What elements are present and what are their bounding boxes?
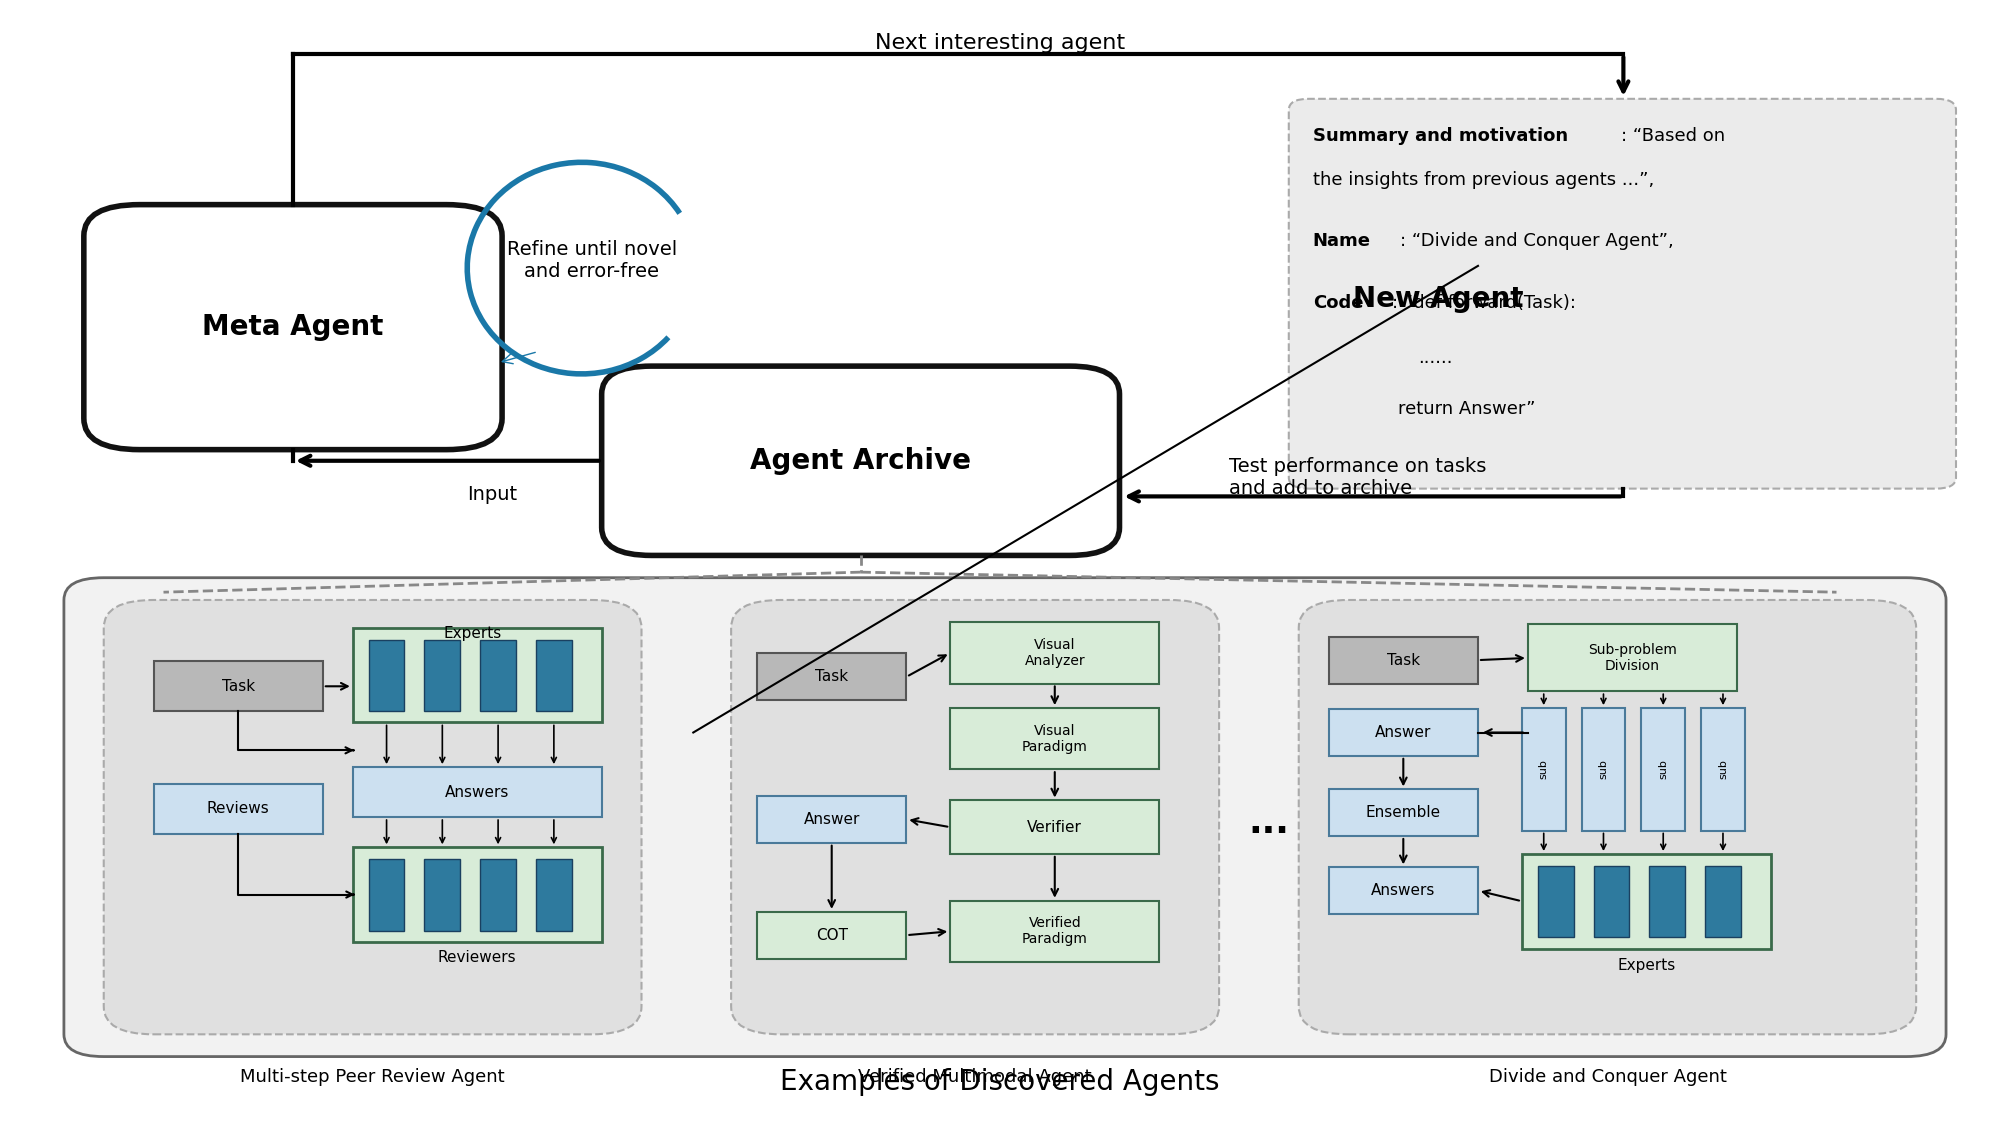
Text: Reviewers: Reviewers bbox=[438, 950, 516, 965]
Bar bbox=[424, 859, 460, 931]
Bar bbox=[758, 912, 906, 958]
Bar bbox=[536, 859, 572, 931]
Text: Experts: Experts bbox=[1618, 958, 1676, 973]
Bar bbox=[1582, 708, 1626, 830]
Text: Sub-problem
Division: Sub-problem Division bbox=[1588, 643, 1676, 673]
Text: Ensemble: Ensemble bbox=[1366, 806, 1440, 820]
Bar bbox=[1528, 625, 1736, 691]
FancyBboxPatch shape bbox=[64, 578, 1946, 1057]
Text: Verified Multimodal Agent: Verified Multimodal Agent bbox=[858, 1068, 1092, 1086]
Bar bbox=[950, 901, 1160, 962]
Bar bbox=[1702, 708, 1744, 830]
Text: Next interesting agent: Next interesting agent bbox=[874, 34, 1126, 53]
Bar bbox=[1522, 854, 1770, 948]
Bar bbox=[1522, 708, 1566, 830]
Text: Visual
Paradigm: Visual Paradigm bbox=[1022, 724, 1088, 754]
Bar bbox=[352, 628, 602, 723]
Bar bbox=[480, 859, 516, 931]
Bar bbox=[352, 767, 602, 817]
Text: sub: sub bbox=[1658, 760, 1668, 779]
Text: return Answer”: return Answer” bbox=[1398, 399, 1536, 417]
Text: Examples of Discovered Agents: Examples of Discovered Agents bbox=[780, 1067, 1220, 1095]
Text: : “def forward(Task):: : “def forward(Task): bbox=[1392, 294, 1576, 312]
Bar bbox=[1328, 867, 1478, 914]
Text: Answer: Answer bbox=[804, 812, 860, 827]
Bar bbox=[368, 859, 404, 931]
Bar bbox=[950, 800, 1160, 854]
Text: Answers: Answers bbox=[1372, 883, 1436, 898]
Bar bbox=[1706, 866, 1740, 937]
Text: Agent Archive: Agent Archive bbox=[750, 447, 972, 475]
Bar bbox=[1650, 866, 1686, 937]
Text: New Agent: New Agent bbox=[1352, 285, 1524, 313]
Text: Experts: Experts bbox=[444, 626, 502, 641]
Bar bbox=[368, 640, 404, 711]
Text: Code: Code bbox=[1312, 294, 1364, 312]
Bar bbox=[154, 661, 322, 711]
Text: Reviews: Reviews bbox=[206, 801, 270, 817]
Text: ...: ... bbox=[1248, 806, 1290, 839]
Text: Summary and motivation: Summary and motivation bbox=[1312, 127, 1568, 145]
Bar bbox=[950, 623, 1160, 683]
FancyBboxPatch shape bbox=[104, 600, 642, 1034]
Text: : “Divide and Conquer Agent”,: : “Divide and Conquer Agent”, bbox=[1400, 232, 1674, 250]
Text: Divide and Conquer Agent: Divide and Conquer Agent bbox=[1488, 1068, 1726, 1086]
Bar bbox=[480, 640, 516, 711]
FancyBboxPatch shape bbox=[732, 600, 1220, 1034]
Bar bbox=[950, 708, 1160, 770]
Text: sub: sub bbox=[1538, 760, 1548, 779]
Bar bbox=[1328, 636, 1478, 683]
FancyBboxPatch shape bbox=[84, 204, 502, 450]
FancyBboxPatch shape bbox=[1288, 99, 1956, 488]
Text: sub: sub bbox=[1718, 760, 1728, 779]
Text: COT: COT bbox=[816, 928, 848, 942]
Bar bbox=[1642, 708, 1686, 830]
Bar bbox=[154, 784, 322, 834]
Text: Test performance on tasks
and add to archive: Test performance on tasks and add to arc… bbox=[1230, 457, 1486, 498]
Text: Name: Name bbox=[1312, 232, 1370, 250]
Text: the insights from previous agents ...”,: the insights from previous agents ...”, bbox=[1312, 172, 1654, 190]
Text: Task: Task bbox=[1386, 653, 1420, 668]
Bar bbox=[1538, 866, 1574, 937]
Text: Input: Input bbox=[468, 485, 518, 504]
Bar bbox=[758, 653, 906, 700]
Text: sub: sub bbox=[1598, 760, 1608, 779]
Bar bbox=[424, 640, 460, 711]
Bar bbox=[758, 795, 906, 843]
FancyBboxPatch shape bbox=[602, 366, 1120, 555]
FancyBboxPatch shape bbox=[1298, 600, 1916, 1034]
Text: Task: Task bbox=[222, 679, 254, 693]
Bar bbox=[352, 847, 602, 941]
Text: : “Based on: : “Based on bbox=[1622, 127, 1726, 145]
Text: Multi-step Peer Review Agent: Multi-step Peer Review Agent bbox=[240, 1068, 504, 1086]
Text: Task: Task bbox=[816, 670, 848, 684]
Text: Meta Agent: Meta Agent bbox=[202, 313, 384, 341]
Text: ......: ...... bbox=[1418, 349, 1452, 367]
Text: Answers: Answers bbox=[444, 784, 510, 800]
Bar bbox=[536, 640, 572, 711]
Text: Visual
Analyzer: Visual Analyzer bbox=[1024, 637, 1086, 668]
Text: Verified
Paradigm: Verified Paradigm bbox=[1022, 917, 1088, 946]
Bar bbox=[1594, 866, 1630, 937]
Bar bbox=[1328, 789, 1478, 836]
Text: Refine until novel
and error-free: Refine until novel and error-free bbox=[506, 240, 676, 280]
Text: Answer: Answer bbox=[1376, 725, 1432, 741]
Text: Verifier: Verifier bbox=[1028, 820, 1082, 835]
Bar bbox=[1328, 709, 1478, 756]
